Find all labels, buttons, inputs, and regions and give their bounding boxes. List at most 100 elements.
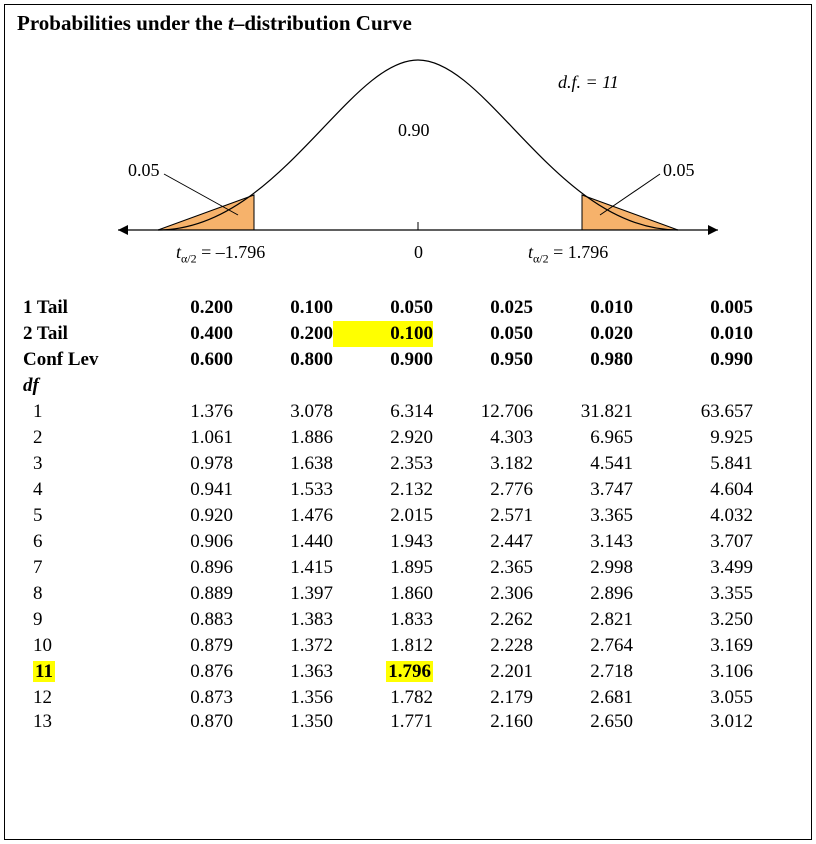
- two-tail-val: 0.020: [533, 321, 633, 347]
- conf-lev-val: 0.990: [653, 347, 753, 373]
- table-cell: 5.841: [653, 451, 753, 477]
- conf-lev-val: 0.950: [433, 347, 533, 373]
- title-post: –distribution Curve: [234, 11, 412, 35]
- table-cell: 0.889: [133, 581, 233, 607]
- table-cell: 1.363: [233, 659, 333, 685]
- table-cell: 2.776: [433, 477, 533, 503]
- conf-lev-val: 0.600: [133, 347, 233, 373]
- df-cell: 6: [21, 529, 133, 555]
- page-title: Probabilities under the t–distribution C…: [17, 11, 801, 36]
- one-tail-val: 0.050: [333, 295, 433, 321]
- table-cell: 2.650: [533, 711, 633, 730]
- table-cell: 3.078: [233, 399, 333, 425]
- table-cell: 1.376: [133, 399, 233, 425]
- table-cell: 6.965: [533, 425, 633, 451]
- table-cell: 4.541: [533, 451, 633, 477]
- table-cell: 4.604: [653, 477, 753, 503]
- one-tail-val: 0.010: [533, 295, 633, 321]
- table-cell: 0.873: [133, 685, 233, 711]
- df-cell: 1: [21, 399, 133, 425]
- table-cell: 2.179: [433, 685, 533, 711]
- one-tail-label: 1 Tail: [21, 295, 133, 321]
- table-cell: 2.353: [333, 451, 433, 477]
- table-cell: 1.638: [233, 451, 333, 477]
- table-cell: 0.941: [133, 477, 233, 503]
- table-cell: 2.998: [533, 555, 633, 581]
- table-cell: 1.356: [233, 685, 333, 711]
- two-tail-val: 0.050: [433, 321, 533, 347]
- table-cell: 3.169: [653, 633, 753, 659]
- table-cell: 1.372: [233, 633, 333, 659]
- table-cell: 4.303: [433, 425, 533, 451]
- table-cell: 0.896: [133, 555, 233, 581]
- table-cell: 0.906: [133, 529, 233, 555]
- table-cell: 0.879: [133, 633, 233, 659]
- two-tail-val: 0.200: [233, 321, 333, 347]
- two-tail-val: 0.010: [653, 321, 753, 347]
- table-cell: 2.821: [533, 607, 633, 633]
- table-cell: 1.833: [333, 607, 433, 633]
- table-cell: 2.306: [433, 581, 533, 607]
- table-cell: 1.397: [233, 581, 333, 607]
- table-cell: 0.883: [133, 607, 233, 633]
- table-cell: 31.821: [533, 399, 633, 425]
- table-cell: 1.440: [233, 529, 333, 555]
- table-cell: 2.365: [433, 555, 533, 581]
- conf-lev-label: Conf Lev: [21, 347, 133, 373]
- df-cell: 5: [21, 503, 133, 529]
- table-cell: 1.350: [233, 711, 333, 730]
- table-cell: 1.782: [333, 685, 433, 711]
- df-cell: 4: [21, 477, 133, 503]
- two-tail-label: 2 Tail: [21, 321, 133, 347]
- table-cell: 2.896: [533, 581, 633, 607]
- table-cell: 0.870: [133, 711, 233, 730]
- table-cell: 1.943: [333, 529, 433, 555]
- one-tail-val: 0.025: [433, 295, 533, 321]
- label-df: d.f. = 11: [558, 72, 619, 93]
- table-cell: 2.571: [433, 503, 533, 529]
- table-cell: 0.978: [133, 451, 233, 477]
- table-cell: 3.499: [653, 555, 753, 581]
- table-cell: 1.383: [233, 607, 333, 633]
- table-cell: 1.771: [333, 711, 433, 730]
- table-cell: 2.160: [433, 711, 533, 730]
- table-cell: 1.533: [233, 477, 333, 503]
- table-cell: 1.476: [233, 503, 333, 529]
- df-cell: 3: [21, 451, 133, 477]
- table-cell: 4.032: [653, 503, 753, 529]
- table-cell: 2.228: [433, 633, 533, 659]
- two-tail-val: 0.400: [133, 321, 233, 347]
- table-cell: 3.143: [533, 529, 633, 555]
- table-cell: 2.201: [433, 659, 533, 685]
- table-cell: 1.415: [233, 555, 333, 581]
- table-cell: 2.718: [533, 659, 633, 685]
- tdist-figure: d.f. = 11 0.90 0.05 0.05 0 tα/2 = –1.796…: [58, 40, 758, 285]
- label-t-positive: tα/2 = 1.796: [528, 242, 608, 267]
- df-cell: 7: [21, 555, 133, 581]
- table-cell: 1.061: [133, 425, 233, 451]
- table-cell: 2.132: [333, 477, 433, 503]
- table-cell: 2.262: [433, 607, 533, 633]
- table-cell: 1.796: [333, 659, 433, 685]
- table-cell: 3.365: [533, 503, 633, 529]
- table-cell: 2.920: [333, 425, 433, 451]
- table-cell: 2.015: [333, 503, 433, 529]
- title-pre: Probabilities under the: [17, 11, 228, 35]
- table-cell: 1.886: [233, 425, 333, 451]
- one-tail-val: 0.005: [653, 295, 753, 321]
- table-cell: 3.182: [433, 451, 533, 477]
- df-cell: 12: [21, 685, 133, 711]
- two-tail-val: 0.100: [333, 321, 433, 347]
- table-cell: 12.706: [433, 399, 533, 425]
- df-cell: 11: [21, 659, 133, 685]
- label-left-tail-prob: 0.05: [128, 160, 160, 181]
- table-cell: 6.314: [333, 399, 433, 425]
- conf-lev-val: 0.800: [233, 347, 333, 373]
- df-cell: 10: [21, 633, 133, 659]
- table-cell: 3.707: [653, 529, 753, 555]
- df-cell: 8: [21, 581, 133, 607]
- conf-lev-val: 0.900: [333, 347, 433, 373]
- t-table: 1 Tail0.2000.1000.0500.0250.0100.0052 Ta…: [21, 295, 801, 730]
- label-t-negative: tα/2 = –1.796: [176, 242, 265, 267]
- table-cell: 0.920: [133, 503, 233, 529]
